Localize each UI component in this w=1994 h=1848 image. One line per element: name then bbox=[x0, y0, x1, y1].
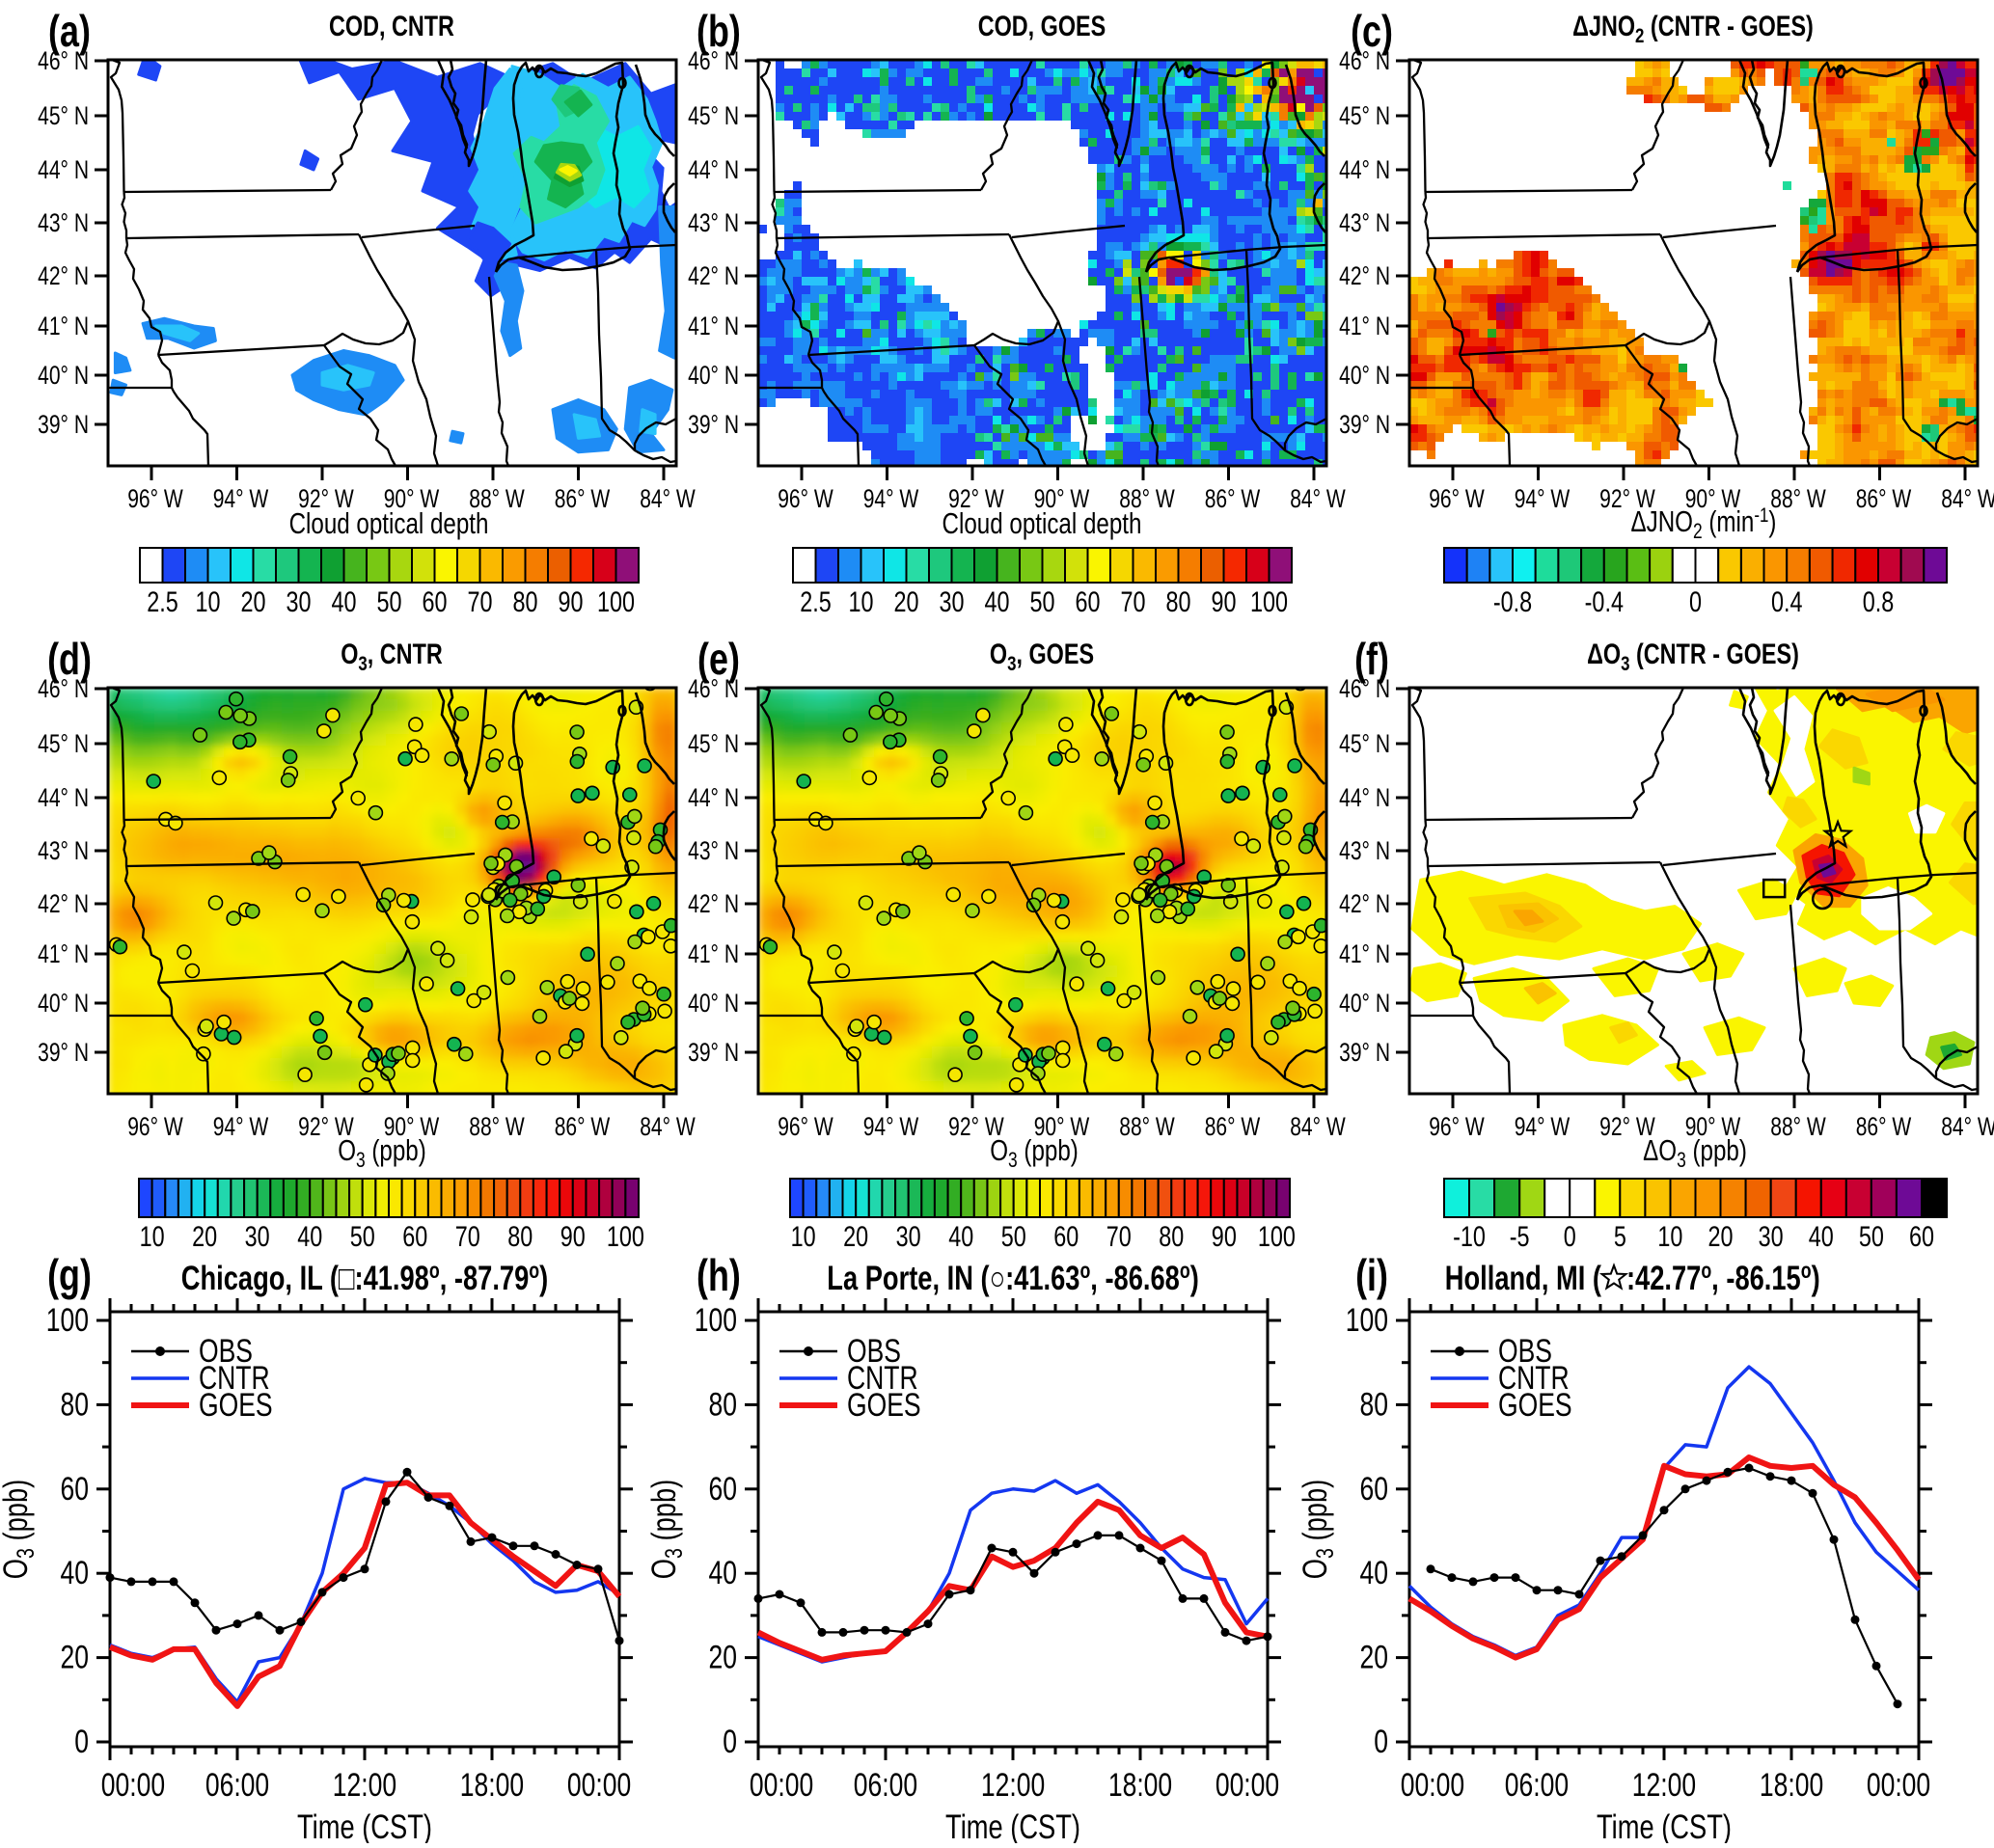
svg-text:COD, GOES: COD, GOES bbox=[978, 10, 1106, 41]
svg-text:46° N: 46° N bbox=[38, 47, 89, 76]
svg-text:84° W: 84° W bbox=[1941, 485, 1994, 514]
svg-text:43° N: 43° N bbox=[38, 209, 89, 238]
svg-text:96° W: 96° W bbox=[127, 485, 183, 514]
svg-text:96° W: 96° W bbox=[1429, 485, 1485, 514]
svg-text:44° N: 44° N bbox=[38, 156, 89, 185]
svg-text:39° N: 39° N bbox=[688, 411, 739, 440]
svg-text:40° N: 40° N bbox=[688, 362, 739, 391]
svg-text:40° N: 40° N bbox=[1339, 362, 1390, 391]
svg-text:41° N: 41° N bbox=[38, 313, 89, 341]
svg-text:94° W: 94° W bbox=[863, 485, 919, 514]
svg-text:45° N: 45° N bbox=[38, 102, 89, 131]
svg-text:41° N: 41° N bbox=[1339, 313, 1390, 341]
svg-text:39° N: 39° N bbox=[38, 411, 89, 440]
svg-text:41° N: 41° N bbox=[688, 313, 739, 341]
svg-text:46° N: 46° N bbox=[688, 47, 739, 76]
svg-text:42° N: 42° N bbox=[38, 890, 89, 919]
svg-text:40° N: 40° N bbox=[38, 990, 89, 1019]
svg-text:43° N: 43° N bbox=[688, 209, 739, 238]
svg-text:45° N: 45° N bbox=[688, 102, 739, 131]
svg-text:84° W: 84° W bbox=[640, 485, 696, 514]
svg-text:96° W: 96° W bbox=[127, 1113, 183, 1142]
svg-text:O3, CNTR: O3, CNTR bbox=[341, 638, 443, 675]
svg-text:46° N: 46° N bbox=[1339, 47, 1390, 76]
svg-text:O3, GOES: O3, GOES bbox=[990, 638, 1094, 675]
svg-text:94° W: 94° W bbox=[213, 1113, 269, 1142]
svg-text:43° N: 43° N bbox=[38, 837, 89, 866]
svg-text:43° N: 43° N bbox=[1339, 209, 1390, 238]
svg-text:46° N: 46° N bbox=[38, 675, 89, 704]
svg-text:39° N: 39° N bbox=[38, 1039, 89, 1068]
svg-text:42° N: 42° N bbox=[1339, 262, 1390, 291]
svg-text:86° W: 86° W bbox=[1205, 485, 1261, 514]
svg-text:84° W: 84° W bbox=[640, 1113, 696, 1142]
svg-text:86° W: 86° W bbox=[555, 1113, 611, 1142]
svg-text:88° W: 88° W bbox=[469, 1113, 525, 1142]
svg-text:42° N: 42° N bbox=[38, 262, 89, 291]
svg-text:40° N: 40° N bbox=[38, 362, 89, 391]
svg-text:86° W: 86° W bbox=[555, 485, 611, 514]
svg-text:44° N: 44° N bbox=[1339, 156, 1390, 185]
svg-text:41° N: 41° N bbox=[38, 940, 89, 969]
svg-text:ΔJNO2 (CNTR - GOES): ΔJNO2 (CNTR - GOES) bbox=[1572, 10, 1814, 47]
svg-text:88° W: 88° W bbox=[1770, 485, 1826, 514]
svg-text:96° W: 96° W bbox=[778, 485, 833, 514]
svg-text:44° N: 44° N bbox=[688, 156, 739, 185]
svg-text:44° N: 44° N bbox=[38, 784, 89, 813]
svg-text:45° N: 45° N bbox=[38, 730, 89, 759]
svg-text:COD, CNTR: COD, CNTR bbox=[329, 10, 454, 41]
svg-text:39° N: 39° N bbox=[1339, 411, 1390, 440]
svg-text:ΔO3 (CNTR - GOES): ΔO3 (CNTR - GOES) bbox=[1587, 638, 1799, 675]
svg-text:94° W: 94° W bbox=[213, 485, 269, 514]
svg-text:84° W: 84° W bbox=[1290, 485, 1346, 514]
svg-text:42° N: 42° N bbox=[688, 262, 739, 291]
svg-text:94° W: 94° W bbox=[1515, 485, 1571, 514]
svg-text:45° N: 45° N bbox=[1339, 102, 1390, 131]
svg-text:86° W: 86° W bbox=[1856, 485, 1912, 514]
